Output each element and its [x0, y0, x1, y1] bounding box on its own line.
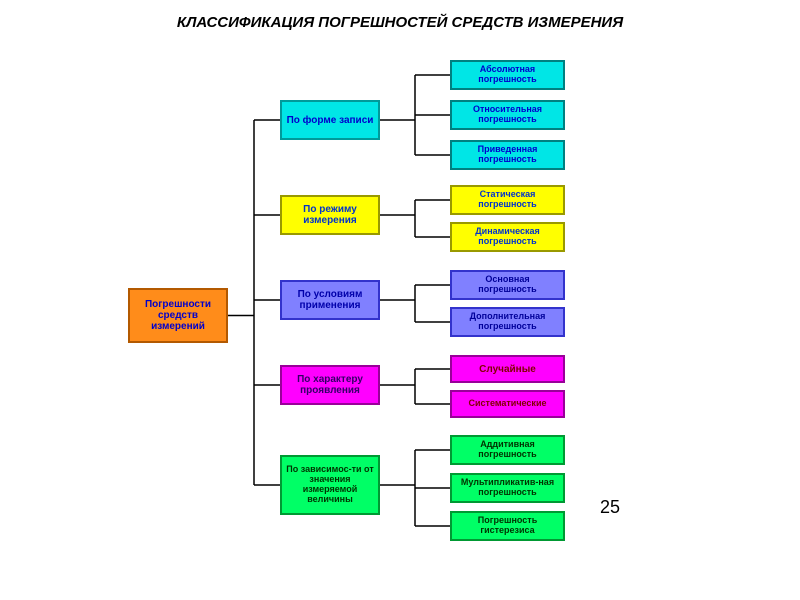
- node-l21: Статическая погрешность: [450, 185, 565, 215]
- node-l53: Погрешность гистерезиса: [450, 511, 565, 541]
- node-l32: Дополнительная погрешность: [450, 307, 565, 337]
- node-l13: Приведенная погрешность: [450, 140, 565, 170]
- node-l42: Систематические: [450, 390, 565, 418]
- page-number: 25: [600, 497, 620, 518]
- node-l11: Абсолютная погрешность: [450, 60, 565, 90]
- node-l22: Динамическая погрешность: [450, 222, 565, 252]
- tree-connectors: [0, 0, 800, 600]
- node-l31: Основная погрешность: [450, 270, 565, 300]
- node-l52: Мультипликатив-ная погрешность: [450, 473, 565, 503]
- node-l51: Аддитивная погрешность: [450, 435, 565, 465]
- node-cat1: По форме записи: [280, 100, 380, 140]
- node-cat5: По зависимос-ти от значения измеряемой в…: [280, 455, 380, 515]
- page-title: КЛАССИФИКАЦИЯ ПОГРЕШНОСТЕЙ СРЕДСТВ ИЗМЕР…: [0, 14, 800, 31]
- node-l41: Случайные: [450, 355, 565, 383]
- node-cat2: По режиму измерения: [280, 195, 380, 235]
- node-cat3: По условиям применения: [280, 280, 380, 320]
- node-cat4: По характеру проявления: [280, 365, 380, 405]
- node-root: Погрешности средств измерений: [128, 288, 228, 343]
- node-l12: Относительная погрешность: [450, 100, 565, 130]
